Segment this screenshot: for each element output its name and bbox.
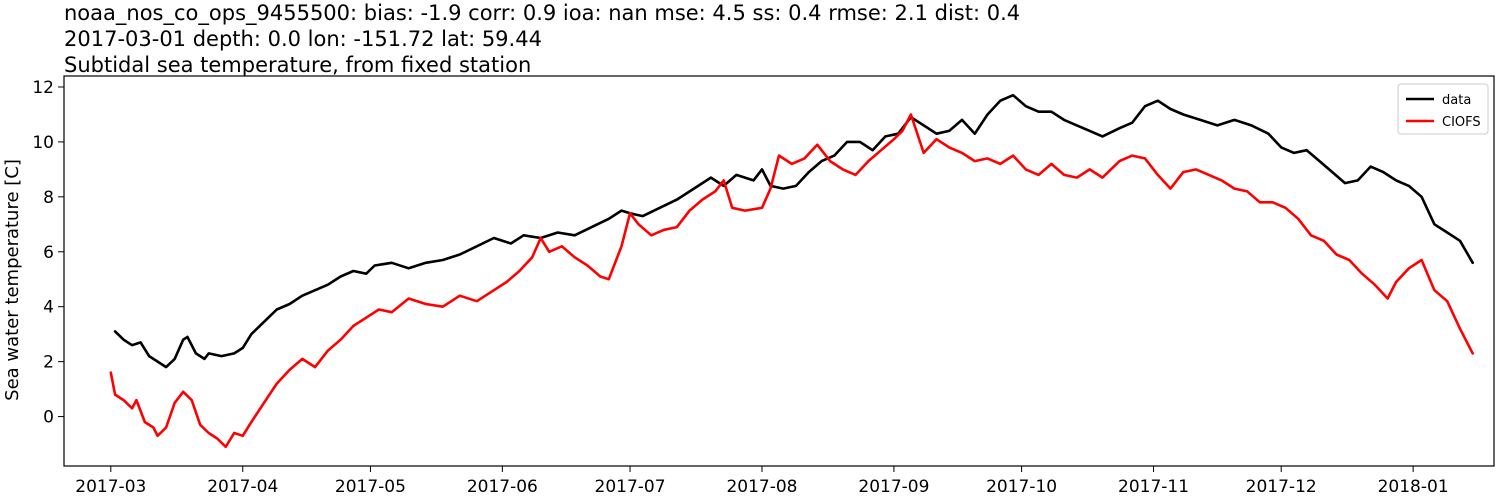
title-line-location: 2017-03-01 depth: 0.0 lon: -151.72 lat: … [64, 27, 542, 51]
y-axis-ticks: 0 2 4 6 8 10 12 [32, 78, 64, 428]
series-line-ciofs [109, 113, 1474, 449]
x-tick-label: 2017-08 [726, 477, 797, 497]
legend-label-data: data [1442, 93, 1471, 108]
legend: data CIOFS [1397, 83, 1489, 135]
x-tick-label: 2017-11 [1118, 477, 1189, 497]
x-tick-label: 2017-10 [986, 477, 1057, 497]
x-tick-label: 2017-06 [467, 477, 538, 497]
y-tick-label: 6 [43, 243, 54, 263]
y-tick-label: 8 [43, 188, 54, 208]
legend-label-ciofs: CIOFS [1442, 115, 1481, 130]
plot-frame [63, 75, 1495, 467]
x-tick-label: 2017-05 [335, 477, 406, 497]
y-tick-label: 10 [32, 133, 54, 153]
x-tick-label: 2017-04 [207, 477, 278, 497]
title-line-description: Subtidal sea temperature, from fixed sta… [64, 53, 532, 77]
x-tick-label: 2018-01 [1378, 477, 1449, 497]
y-tick-label: 12 [32, 78, 54, 98]
y-tick-label: 4 [43, 298, 54, 318]
y-tick-label: 0 [43, 408, 54, 428]
chart-title: noaa_nos_co_ops_9455500: bias: -1.9 corr… [64, 0, 1020, 78]
x-tick-label: 2017-12 [1246, 477, 1317, 497]
x-tick-label: 2017-09 [858, 477, 929, 497]
series-layer [109, 93, 1474, 449]
x-tick-label: 2017-07 [595, 477, 666, 497]
y-axis-label: Sea water temperature [C] [2, 159, 23, 401]
y-tick-label: 2 [43, 353, 54, 373]
series-line-data [113, 93, 1474, 369]
x-tick-label: 2017-03 [75, 477, 146, 497]
x-axis-ticks: 2017-03 2017-04 2017-05 2017-06 2017-07 2017-… [75, 466, 1449, 497]
title-line-stats: noaa_nos_co_ops_9455500: bias: -1.9 corr… [64, 1, 1021, 25]
